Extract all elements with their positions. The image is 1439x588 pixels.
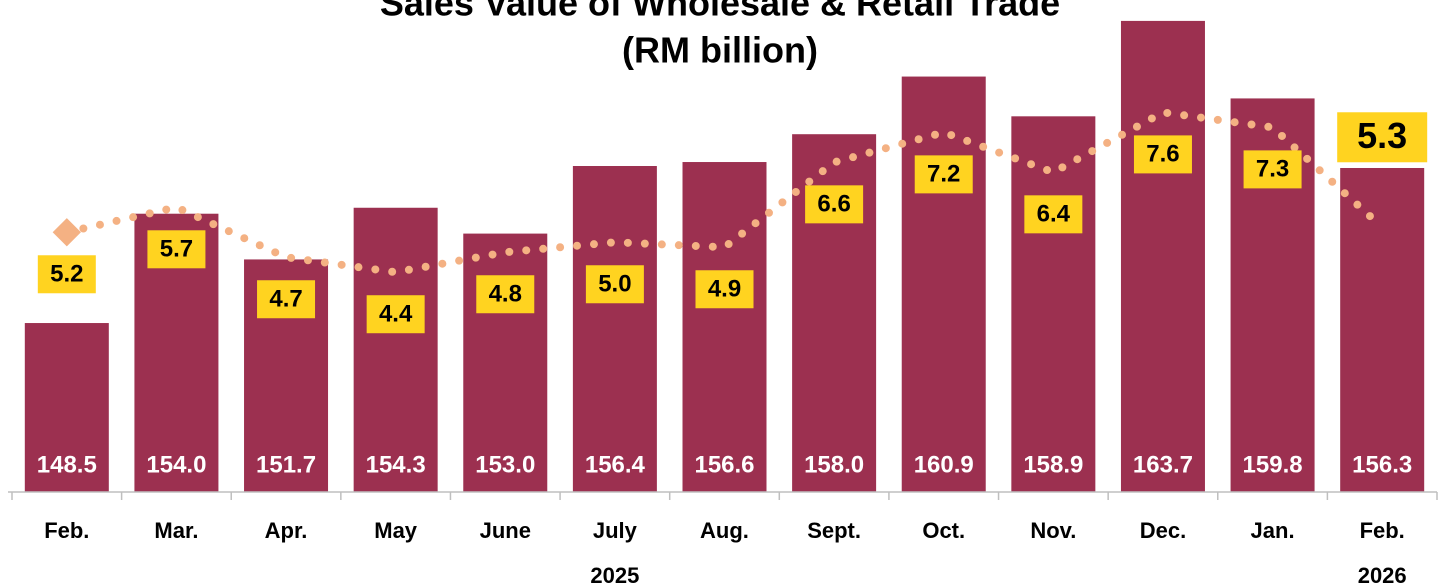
growth-label: 4.7: [269, 286, 302, 313]
growth-label-box: [1133, 135, 1192, 174]
x-tick-label: Feb.: [44, 518, 89, 543]
chart-subtitle: (RM billion): [622, 30, 818, 71]
growth-label: 4.4: [379, 301, 413, 328]
growth-label: 5.0: [598, 271, 631, 298]
bar: [24, 323, 109, 492]
growth-label: 7.2: [927, 161, 960, 188]
x-tick-label: Oct.: [922, 518, 965, 543]
x-tick-label: Aug.: [700, 518, 749, 543]
growth-label: 5.7: [160, 236, 193, 263]
growth-label: 6.4: [1037, 201, 1071, 228]
bar-value-label: 154.0: [146, 451, 206, 478]
bar: [1120, 20, 1205, 493]
growth-label-box: [37, 255, 96, 294]
start-marker: [52, 218, 81, 247]
bar: [1011, 116, 1096, 493]
bar-value-label: 163.7: [1133, 451, 1193, 478]
bar-value-label: 153.0: [475, 451, 535, 478]
x-tick-label: Dec.: [1140, 518, 1186, 543]
year-label: 2026: [1358, 563, 1407, 588]
growth-label: 6.6: [817, 191, 850, 218]
bar: [682, 162, 767, 492]
x-tick-label: July: [593, 518, 638, 543]
growth-label: 4.8: [489, 281, 522, 308]
growth-label: 7.6: [1146, 141, 1179, 168]
growth-label-box: [1024, 195, 1083, 234]
bar: [1340, 167, 1425, 493]
growth-label-box: [476, 275, 535, 314]
growth-label-box: [805, 185, 864, 224]
bar-value-label: 158.0: [804, 451, 864, 478]
growth-label: 5.3: [1357, 115, 1407, 156]
x-tick-label: Nov.: [1030, 518, 1076, 543]
x-tick-label: May: [374, 518, 418, 543]
bar-value-label: 156.4: [585, 451, 646, 478]
bar-value-label: 159.8: [1243, 451, 1303, 478]
x-tick-label: Mar.: [154, 518, 198, 543]
bar: [353, 207, 438, 492]
bar-value-label: 148.5: [37, 451, 97, 478]
growth-label-box: [1243, 150, 1302, 189]
x-tick-label: Sept.: [807, 518, 861, 543]
year-label: 2025: [590, 563, 639, 588]
x-tick-label: Apr.: [265, 518, 308, 543]
bar: [572, 166, 657, 492]
x-tick-label: Feb.: [1360, 518, 1405, 543]
growth-label: 5.2: [50, 261, 83, 288]
growth-label-box: [366, 295, 425, 334]
bar-value-label: 154.3: [366, 451, 426, 478]
bar-value-label: 156.6: [694, 451, 754, 478]
growth-label-box: [695, 270, 754, 309]
growth-label-box: [585, 265, 644, 304]
growth-label-box: [257, 280, 316, 319]
bar-value-label: 151.7: [256, 451, 316, 478]
bar-value-label: 160.9: [914, 451, 974, 478]
bar: [901, 76, 986, 493]
growth-label-box: [147, 230, 206, 269]
growth-label-box: [914, 155, 973, 194]
x-tick-label: Jan.: [1251, 518, 1295, 543]
growth-label: 7.3: [1256, 156, 1289, 183]
bar-value-label: 156.3: [1352, 451, 1412, 478]
growth-label-box: [1337, 112, 1428, 163]
bar-value-label: 158.9: [1023, 451, 1083, 478]
growth-label: 4.9: [708, 276, 741, 303]
chart-title: Sales Value of Wholesale & Retail Trade: [380, 0, 1060, 24]
x-tick-label: June: [480, 518, 531, 543]
